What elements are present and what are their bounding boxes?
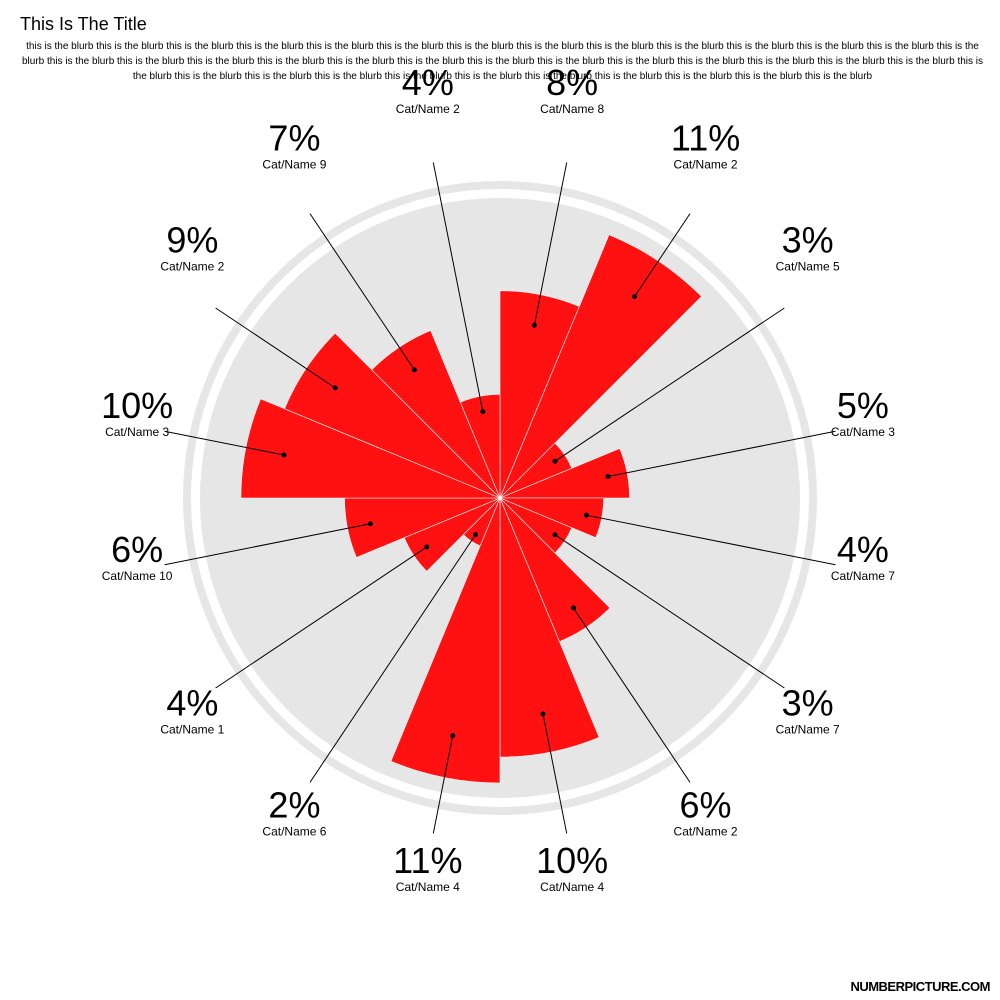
value-label-15: 7% bbox=[268, 117, 320, 158]
label-group: 8%Cat/Name 811%Cat/Name 23%Cat/Name 55%C… bbox=[101, 62, 895, 894]
leader-line-6 bbox=[554, 534, 785, 689]
leader-line-2 bbox=[634, 213, 691, 297]
category-label-7: Cat/Name 2 bbox=[674, 825, 738, 839]
leader-line-5 bbox=[586, 514, 836, 566]
leader-dot-14 bbox=[332, 385, 338, 391]
category-label-5: Cat/Name 7 bbox=[831, 569, 895, 583]
leader-dot-15 bbox=[411, 367, 417, 373]
leader-line-12 bbox=[164, 523, 371, 566]
leader-dot-8 bbox=[540, 711, 546, 717]
outer-ring bbox=[183, 181, 817, 815]
category-label-13: Cat/Name 3 bbox=[105, 425, 169, 439]
leader-line-11 bbox=[215, 546, 428, 689]
leader-line-14 bbox=[215, 307, 336, 389]
leader-line-13 bbox=[164, 430, 285, 456]
value-label-6: 3% bbox=[782, 683, 834, 724]
leader-dot-11 bbox=[424, 544, 430, 550]
value-label-12: 6% bbox=[111, 529, 163, 570]
leader-group bbox=[164, 162, 836, 834]
leader-dot-2 bbox=[632, 294, 638, 300]
wedge-group bbox=[240, 234, 702, 784]
leader-line-9 bbox=[432, 735, 454, 834]
leader-line-8 bbox=[542, 713, 568, 834]
leader-dot-7 bbox=[570, 605, 576, 611]
leader-dot-10 bbox=[473, 532, 479, 538]
value-label-3: 3% bbox=[782, 219, 834, 260]
value-label-14: 9% bbox=[166, 219, 218, 260]
leader-dot-16 bbox=[480, 409, 486, 415]
chart-blurb: this is the blurb this is the blurb this… bbox=[21, 41, 984, 82]
chart-title: This Is The Title bbox=[20, 14, 147, 34]
value-label-8: 10% bbox=[536, 840, 608, 881]
category-label-10: Cat/Name 6 bbox=[262, 825, 326, 839]
value-label-16: 4% bbox=[402, 62, 454, 103]
leader-dot-12 bbox=[367, 521, 373, 527]
brand-logo: NUMBERPICTURE.COM bbox=[850, 979, 990, 994]
leader-dot-4 bbox=[605, 474, 611, 480]
value-label-4: 5% bbox=[837, 385, 889, 426]
value-label-9: 11% bbox=[393, 840, 462, 881]
leader-dot-9 bbox=[450, 733, 456, 739]
leader-dot-3 bbox=[552, 458, 558, 464]
category-label-3: Cat/Name 5 bbox=[776, 259, 840, 273]
leader-line-10 bbox=[309, 534, 476, 783]
leader-line-4 bbox=[607, 430, 836, 478]
category-label-14: Cat/Name 2 bbox=[160, 259, 224, 273]
category-label-11: Cat/Name 1 bbox=[160, 723, 224, 737]
leader-dot-6 bbox=[552, 532, 558, 538]
leader-line-15 bbox=[309, 213, 415, 371]
category-label-9: Cat/Name 4 bbox=[396, 880, 460, 894]
value-label-2: 11% bbox=[671, 117, 740, 158]
leader-line-7 bbox=[572, 607, 691, 783]
leader-dot-1 bbox=[531, 322, 537, 328]
category-label-6: Cat/Name 7 bbox=[776, 723, 840, 737]
leader-line-3 bbox=[554, 307, 785, 462]
category-label-16: Cat/Name 2 bbox=[396, 102, 460, 116]
value-label-13: 10% bbox=[101, 385, 173, 426]
value-label-11: 4% bbox=[166, 683, 218, 724]
leader-line-1 bbox=[533, 162, 568, 326]
category-label-15: Cat/Name 9 bbox=[262, 157, 326, 171]
value-label-1: 8% bbox=[546, 62, 598, 103]
leader-line-16 bbox=[432, 162, 484, 412]
value-label-10: 2% bbox=[268, 785, 320, 826]
category-label-2: Cat/Name 2 bbox=[674, 157, 738, 171]
category-label-1: Cat/Name 8 bbox=[540, 102, 604, 116]
leader-dot-5 bbox=[583, 512, 589, 518]
leader-dot-13 bbox=[281, 452, 287, 458]
value-label-7: 6% bbox=[680, 785, 732, 826]
value-label-5: 4% bbox=[837, 529, 889, 570]
category-label-12: Cat/Name 10 bbox=[102, 569, 173, 583]
category-label-4: Cat/Name 3 bbox=[831, 425, 895, 439]
category-label-8: Cat/Name 4 bbox=[540, 880, 604, 894]
